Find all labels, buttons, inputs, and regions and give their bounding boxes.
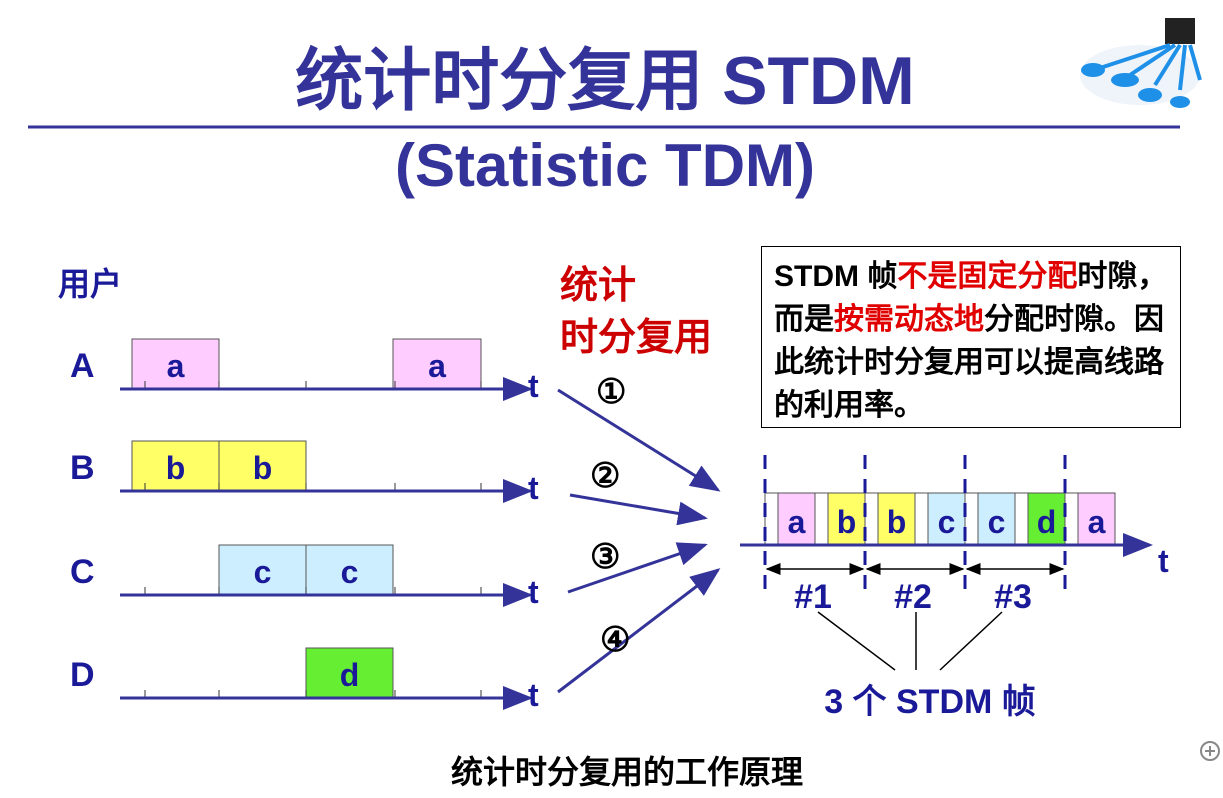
user-label: D <box>70 656 95 694</box>
note-highlight: 按需动态地 <box>834 303 984 336</box>
time-slot <box>218 544 307 596</box>
mux-label-line1: 统计 <box>560 265 636 307</box>
subtitle: (Statistic TDM) <box>395 132 815 199</box>
frames-caption: 3 个 STDM 帧 <box>824 683 1036 721</box>
channel-arrow <box>557 388 721 492</box>
channel-number: ④ <box>600 621 630 659</box>
channel-arrow <box>567 542 708 594</box>
frame-slot <box>927 492 966 546</box>
frame-slot-label: d <box>1037 504 1057 540</box>
zoom-in-icon[interactable] <box>1200 741 1220 761</box>
frame-slot <box>977 492 1016 546</box>
frame-slot-label: b <box>837 504 857 540</box>
frame-slot <box>1077 492 1116 546</box>
explanation-box: STDM 帧不是固定分配时隙，而是按需动态地分配时隙。因此统计时分复用可以提高线… <box>761 246 1181 428</box>
frame-number: #3 <box>994 578 1032 616</box>
frame-slot-label: a <box>788 504 806 540</box>
axis-label: t <box>528 677 539 713</box>
caption: 统计时分复用的工作原理 <box>451 754 803 790</box>
frame-slot-label: b <box>887 504 907 540</box>
slot-label: d <box>340 657 360 693</box>
slot-label: a <box>428 348 446 384</box>
frame-slot-label: c <box>938 504 956 540</box>
time-slot <box>131 440 220 492</box>
users-label: 用户 <box>58 266 122 302</box>
slot-label: b <box>253 450 273 486</box>
callout-line <box>939 611 1003 671</box>
frame-slot <box>877 492 916 546</box>
axis-label: t <box>528 368 539 404</box>
note-text: STDM 帧 <box>774 260 898 293</box>
frame-slot-label: c <box>988 504 1006 540</box>
frame-number: #2 <box>894 578 932 616</box>
title: 统计时分复用 STDM <box>295 43 915 119</box>
frame-slot <box>777 492 816 546</box>
time-slot <box>305 544 394 596</box>
user-label: C <box>70 553 95 591</box>
axis-label: t <box>528 470 539 506</box>
slot-label: b <box>166 450 186 486</box>
user-label: B <box>70 449 95 487</box>
channel-arrow <box>569 493 708 526</box>
note-text: 时隙，而是 <box>774 260 1168 336</box>
channel-number: ① <box>596 373 626 411</box>
note-highlight: 不是固定分配 <box>897 260 1078 293</box>
time-slot <box>305 647 394 699</box>
channel-number: ③ <box>590 538 620 576</box>
frame-slot-label: a <box>1088 504 1106 540</box>
frame-number: #1 <box>794 578 832 616</box>
axis-label: t <box>528 574 539 610</box>
time-slot <box>392 338 482 390</box>
channel-number: ② <box>590 457 620 495</box>
frame-slot <box>827 492 866 546</box>
slot-label: c <box>254 554 272 590</box>
network-logo-icon <box>1080 18 1202 108</box>
slot-label: a <box>167 348 185 384</box>
note-text: 分配时隙。因此统计时分复用可以提高线路的利用率。 <box>774 303 1164 422</box>
channel-arrow <box>557 568 721 694</box>
slot-label: c <box>341 554 359 590</box>
user-label: A <box>70 347 95 385</box>
axis-label: t <box>1158 543 1169 579</box>
frame-slot <box>1027 492 1066 546</box>
callout-line <box>817 611 896 671</box>
time-slot <box>218 440 307 492</box>
mux-label-line2: 时分复用 <box>560 317 712 359</box>
time-slot <box>131 338 220 390</box>
